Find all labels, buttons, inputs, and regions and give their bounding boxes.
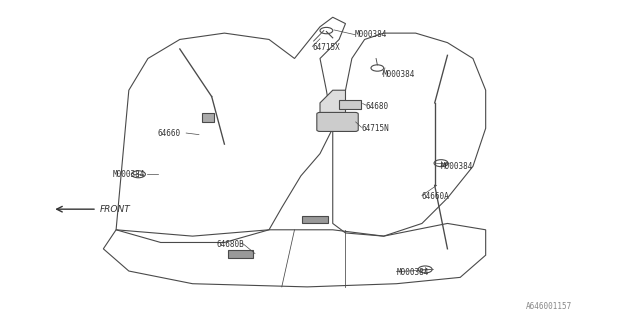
Text: M000384: M000384 xyxy=(383,70,415,79)
Bar xyxy=(302,215,328,223)
Polygon shape xyxy=(320,90,346,128)
Text: M000384: M000384 xyxy=(441,162,474,171)
Text: M000384: M000384 xyxy=(355,30,387,39)
Bar xyxy=(339,100,362,109)
Text: A646001157: A646001157 xyxy=(525,302,572,311)
FancyBboxPatch shape xyxy=(317,112,358,132)
Text: M000384: M000384 xyxy=(396,268,429,277)
Bar xyxy=(228,251,253,258)
Text: FRONT: FRONT xyxy=(100,205,131,214)
Text: 64660: 64660 xyxy=(157,129,180,138)
Text: 64715N: 64715N xyxy=(362,124,389,133)
Bar xyxy=(202,113,214,122)
Text: 64680B: 64680B xyxy=(217,240,244,249)
Text: 64680: 64680 xyxy=(366,101,389,111)
Text: M000384: M000384 xyxy=(113,170,145,179)
Text: 64715X: 64715X xyxy=(312,43,340,52)
Text: 64660A: 64660A xyxy=(422,192,450,201)
